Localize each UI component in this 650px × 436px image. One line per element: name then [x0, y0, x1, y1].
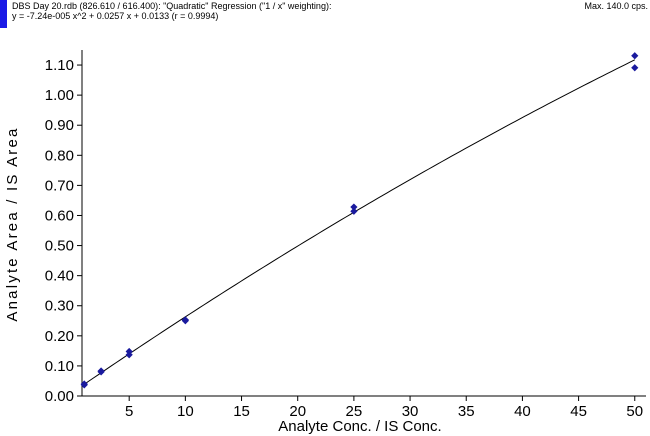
data-points: [80, 52, 639, 389]
y-tick-label: 0.00: [45, 388, 74, 405]
accent-bar: [0, 0, 7, 28]
x-tick-label: 10: [177, 403, 194, 420]
x-axis-title: Analyte Conc. / IS Conc.: [278, 418, 441, 435]
data-point: [181, 316, 189, 324]
x-tick-label: 25: [346, 403, 363, 420]
y-tick-label: 0.80: [45, 147, 74, 164]
ticks: 0.00 0.10 0.20 0.30 0.40 0.50 0.60 0.70 0.80 0.90…: [45, 57, 643, 420]
data-point: [350, 203, 358, 211]
y-tick-label: 0.40: [45, 268, 74, 285]
data-point: [97, 367, 105, 375]
x-tick-label: 5: [125, 403, 133, 420]
y-tick-label: 0.20: [45, 328, 74, 345]
y-tick-label: 0.90: [45, 117, 74, 134]
data-point: [125, 347, 133, 356]
x-tick-label: 50: [626, 403, 643, 420]
y-tick-label: 0.10: [45, 358, 74, 375]
y-tick-label: 0.50: [45, 238, 74, 255]
x-tick-label: 35: [458, 403, 475, 420]
y-axis-title: Analyte Area / IS Area: [4, 126, 21, 321]
x-tick-label: 30: [402, 403, 419, 420]
y-tick-label: 1.10: [45, 57, 74, 74]
y-tick-label: 1.00: [45, 87, 74, 104]
x-tick-label: 15: [233, 403, 250, 420]
max-cps-label: Max. 140.0 cps.: [584, 1, 648, 11]
y-tick-label: 0.30: [45, 298, 74, 315]
regression-curve: [83, 59, 635, 385]
y-tick-label: 0.60: [45, 207, 74, 224]
regression-title: DBS Day 20.rdb (826.610 / 616.400): "Qua…: [12, 1, 332, 11]
data-point: [631, 52, 639, 60]
data-point: [350, 207, 358, 215]
regression-equation: y = -7.24e-005 x^2 + 0.0257 x + 0.0133 (…: [12, 11, 219, 21]
data-point: [80, 380, 88, 388]
y-tick-label: 0.70: [45, 177, 74, 194]
x-tick-label: 40: [514, 403, 531, 420]
data-point: [631, 64, 639, 72]
axes: [81, 50, 646, 397]
x-tick-label: 45: [570, 403, 587, 420]
x-tick-label: 20: [289, 403, 306, 420]
